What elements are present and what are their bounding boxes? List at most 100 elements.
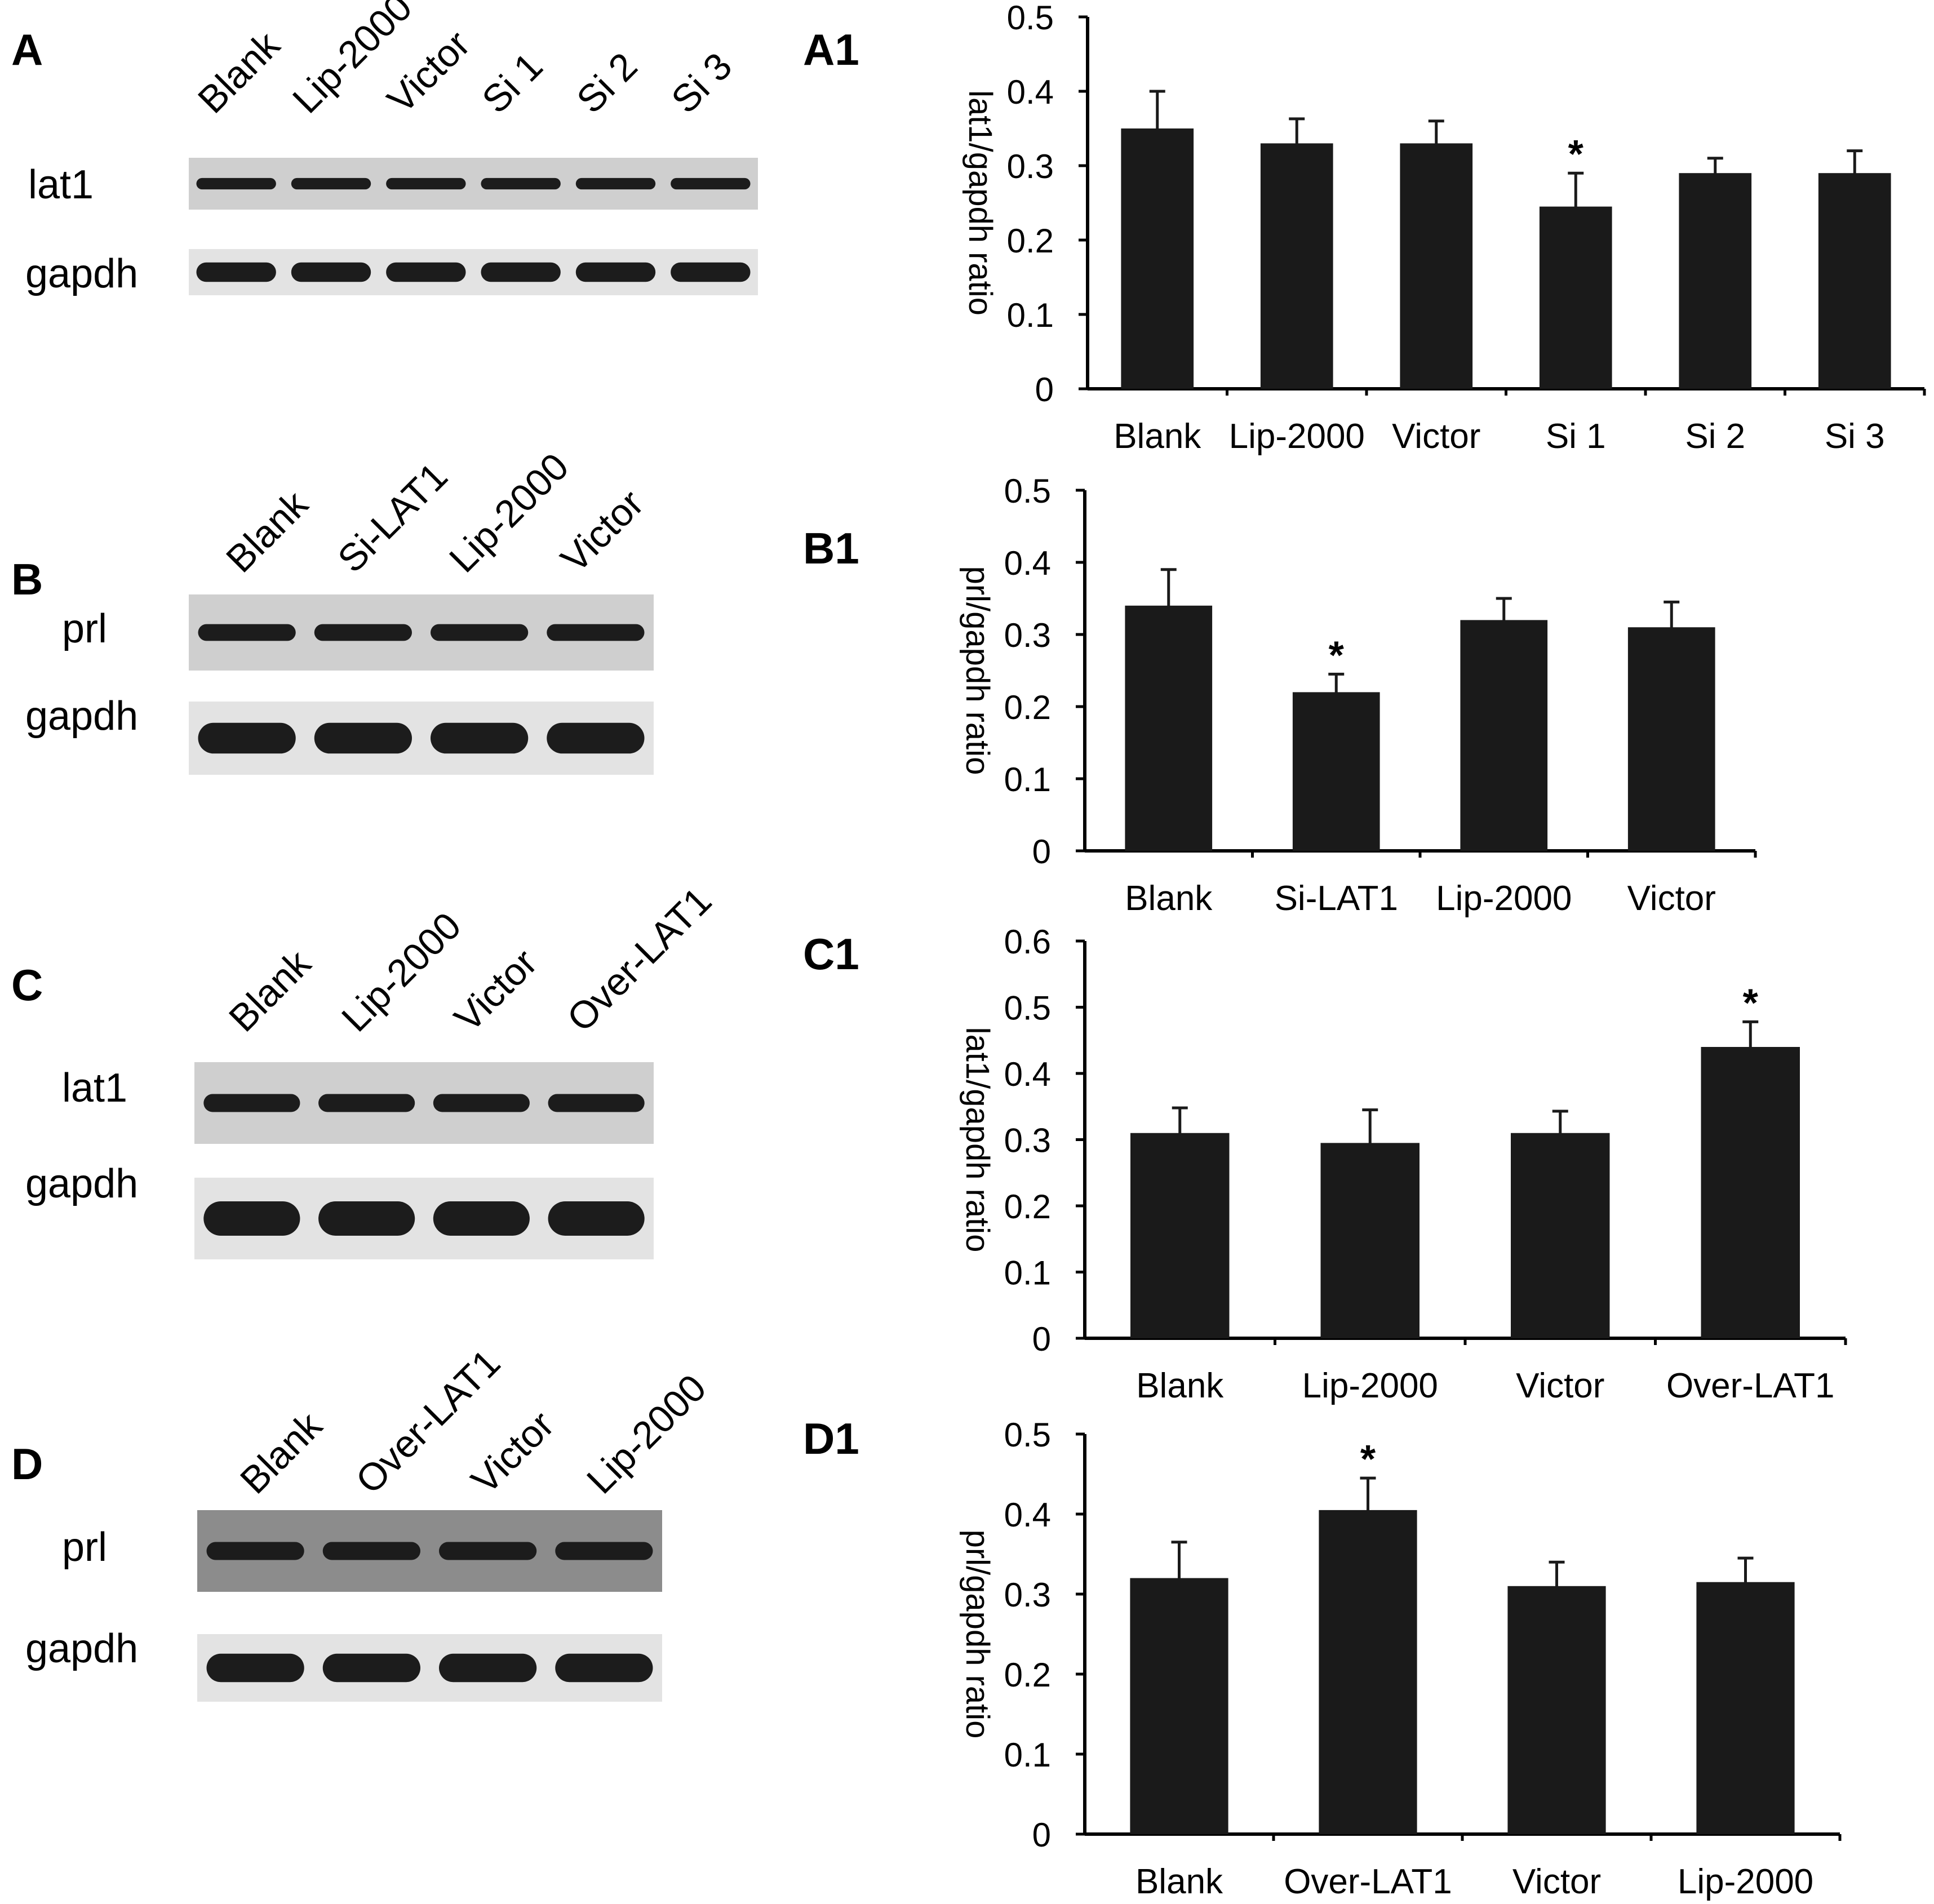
y-axis-label: prl/gapdh ratio: [959, 1530, 996, 1739]
lane-label: Si-LAT1: [330, 455, 456, 581]
x-tick-label: Victor: [1627, 879, 1716, 918]
blot-band: [575, 177, 656, 190]
blot-band: [203, 1201, 300, 1236]
x-tick-label: Lip-2000: [1678, 1862, 1813, 1901]
x-tick-label: Over-LAT1: [1666, 1366, 1835, 1405]
bar: [1130, 1133, 1230, 1338]
bar-charts: A1 0 0.1 0.2 0.3 0.4 0.5 lat1/gapdh ratio Blank L…: [803, 0, 1926, 1901]
y-tick-label: 0.5: [1007, 0, 1054, 37]
blot-band: [433, 1201, 530, 1236]
x-tick-label: Victor: [1512, 1862, 1601, 1901]
chart-c1: C1 0 0.1 0.2 0.3 0.4 0.5 0.6 lat1/gapdh ratio Bla…: [803, 923, 1847, 1405]
panel-letter: B1: [803, 523, 859, 573]
row-label: gapdh: [25, 251, 138, 296]
blot-band: [322, 1653, 420, 1683]
lane-label: Victor: [463, 1403, 562, 1502]
panel-letter: B: [11, 554, 43, 604]
y-tick-label: 0.3: [1004, 616, 1051, 654]
lane-label: Lip-2000: [579, 1366, 715, 1502]
y-tick-label: 0.3: [1004, 1576, 1051, 1614]
lane-label: Over-LAT1: [559, 879, 720, 1040]
blot-band: [439, 1542, 537, 1560]
blot-band: [555, 1653, 653, 1683]
blot-band: [481, 177, 561, 190]
blot-band: [548, 1094, 645, 1112]
blot-band: [318, 1201, 415, 1236]
y-tick-label: 0.4: [1004, 1496, 1051, 1534]
blot-band: [386, 262, 466, 282]
significance-asterisk: *: [1743, 980, 1759, 1024]
y-tick-label: 0.1: [1007, 296, 1054, 334]
y-tick-label: 0.4: [1007, 73, 1054, 111]
blot-band: [555, 1542, 653, 1560]
y-tick-label: 0.1: [1004, 1254, 1051, 1292]
bar: [1627, 627, 1715, 851]
y-tick-label: 0: [1032, 833, 1051, 871]
y-tick-label: 0.5: [1004, 1416, 1051, 1454]
bar: [1260, 143, 1333, 389]
y-axis-label: lat1/gapdh ratio: [962, 90, 999, 316]
lane-label: Blank: [190, 23, 289, 122]
lane-label: Si 2: [569, 45, 646, 122]
blot-membrane: [189, 249, 758, 295]
panel-letter: D1: [803, 1414, 859, 1463]
row-label: lat1: [28, 162, 94, 207]
row-label: gapdh: [25, 694, 138, 739]
bar: [1511, 1133, 1610, 1338]
bar: [1292, 692, 1380, 851]
blot-band: [575, 262, 656, 282]
row-label: gapdh: [25, 1626, 138, 1671]
bar: [1400, 143, 1473, 389]
y-tick-label: 0.4: [1004, 544, 1051, 582]
row-label: prl: [62, 606, 107, 651]
x-tick-label: Lip-2000: [1302, 1366, 1438, 1405]
blot-band: [431, 624, 529, 641]
blot-band: [481, 262, 561, 282]
x-tick-label: Blank: [1114, 417, 1201, 456]
bar: [1130, 1578, 1228, 1834]
panel-letter: C: [11, 960, 43, 1010]
x-tick-label: Si 1: [1546, 417, 1606, 456]
significance-asterisk: *: [1360, 1437, 1376, 1481]
bar: [1679, 173, 1752, 389]
row-label: lat1: [62, 1066, 127, 1111]
y-tick-label: 0.3: [1004, 1122, 1051, 1160]
y-axis-label: prl/gapdh ratio: [959, 566, 996, 775]
blot-band: [322, 1542, 420, 1560]
bar: [1121, 128, 1194, 389]
blot-band: [291, 262, 371, 282]
blot-band: [433, 1094, 530, 1112]
y-tick-label: 0.3: [1007, 148, 1054, 185]
bar: [1460, 620, 1548, 851]
x-tick-label: Victor: [1392, 417, 1480, 456]
y-tick-label: 0.5: [1004, 472, 1051, 510]
bar: [1701, 1047, 1800, 1338]
blot-band: [206, 1542, 304, 1560]
blot-band: [314, 722, 412, 754]
significance-asterisk: *: [1329, 633, 1345, 677]
significance-asterisk: *: [1568, 132, 1584, 176]
chart-b1: B1 0 0.1 0.2 0.3 0.4 0.5 prl/gapdh ratio Blank Si…: [803, 472, 1757, 918]
lane-label: Si 3: [663, 45, 740, 122]
y-tick-label: 0.5: [1004, 989, 1051, 1027]
y-tick-label: 0.1: [1004, 1736, 1051, 1774]
y-tick-label: 0.2: [1004, 1188, 1051, 1226]
y-tick-label: 0.2: [1004, 689, 1051, 726]
panel-letter: A1: [803, 25, 859, 74]
blot-band: [318, 1094, 415, 1112]
y-tick-label: 0.6: [1004, 923, 1051, 961]
lane-label: Lip-2000: [334, 904, 469, 1040]
blot-band: [206, 1653, 304, 1683]
blot-band: [671, 262, 751, 282]
blot-band: [547, 722, 645, 754]
x-tick-label: Over-LAT1: [1284, 1862, 1452, 1901]
blot-band: [203, 1094, 300, 1112]
x-tick-label: Si 2: [1685, 417, 1745, 456]
blot-band: [314, 624, 412, 641]
